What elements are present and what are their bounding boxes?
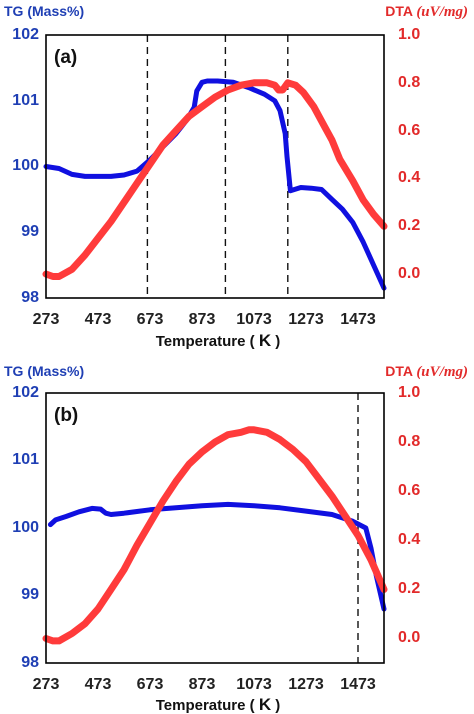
y-left-axis-title: TG (Mass%) [4,3,84,19]
x-tick-label: 1073 [236,676,272,693]
y-right-tick-label: 1.0 [398,26,420,43]
x-axis-title: Temperature ( K ) [156,695,281,714]
y-right-axis-title: DTA (uV/mg) [385,363,468,380]
y-right-tick-label: 0.0 [398,629,420,646]
x-tick-label: 1473 [340,676,376,693]
y-left-axis-title: TG (Mass%) [4,363,84,379]
y-left-tick-label: 101 [12,92,39,109]
y-left-tick-label: 102 [12,384,39,401]
y-right-tick-label: 1.0 [398,384,420,401]
x-tick-label: 1073 [236,311,272,328]
x-axis-title: Temperature ( K ) [156,331,281,350]
plot-frame [45,34,385,299]
y-right-tick-label: 0.0 [398,265,420,282]
x-tick-label: 473 [85,676,112,693]
x-axis: 273 473 673 873 1073 1273 1473 [33,676,376,693]
y-left-tick-label: 100 [12,519,39,536]
panel-label: (a) [54,47,77,68]
y-right-tick-label: 0.8 [398,74,420,91]
dta-series-line [42,426,388,645]
y-left-tick-label: 98 [21,289,39,306]
y-left-axis: 98 99 100 101 102 [12,384,39,671]
y-right-tick-label: 0.4 [398,531,420,548]
y-left-tick-label: 98 [21,654,39,671]
y-left-tick-label: 99 [21,223,39,240]
y-right-tick-label: 0.6 [398,482,420,499]
x-tick-label: 273 [33,311,60,328]
x-tick-label: 1273 [288,676,324,693]
x-tick-label: 1473 [340,311,376,328]
x-tick-label: 673 [137,311,164,328]
x-tick-label: 673 [137,676,164,693]
y-right-axis: 0.0 0.2 0.4 0.6 0.8 1.0 [398,26,420,282]
y-left-tick-label: 99 [21,586,39,603]
y-right-tick-label: 0.2 [398,217,420,234]
x-tick-label: 1273 [288,311,324,328]
panel-label: (b) [54,405,78,426]
y-right-tick-label: 0.6 [398,122,420,139]
y-left-axis: 98 99 100 101 102 [12,26,39,306]
y-right-tick-label: 0.8 [398,433,420,450]
x-axis: 273 473 673 873 1073 1273 1473 [33,311,376,328]
dta-series-line [42,79,388,280]
chart-panel-a: TG (Mass%) DTA (uV/mg) 98 99 100 101 102… [4,3,468,350]
y-left-tick-label: 100 [12,157,39,174]
x-tick-label: 873 [189,676,216,693]
tg-series-line [47,501,387,612]
y-right-tick-label: 0.2 [398,580,420,597]
x-tick-label: 473 [85,311,112,328]
x-tick-label: 273 [33,676,60,693]
y-right-tick-label: 0.4 [398,169,420,186]
y-right-axis-title: DTA (uV/mg) [385,3,468,20]
chart-panel-b: TG (Mass%) DTA (uV/mg) 98 99 100 101 102… [4,363,468,714]
x-tick-label: 873 [189,311,216,328]
tg-series-line [43,78,387,291]
y-left-tick-label: 101 [12,451,39,468]
y-right-axis: 0.0 0.2 0.4 0.6 0.8 1.0 [398,384,420,646]
plot-frame [45,392,385,664]
y-left-tick-label: 102 [12,26,39,43]
